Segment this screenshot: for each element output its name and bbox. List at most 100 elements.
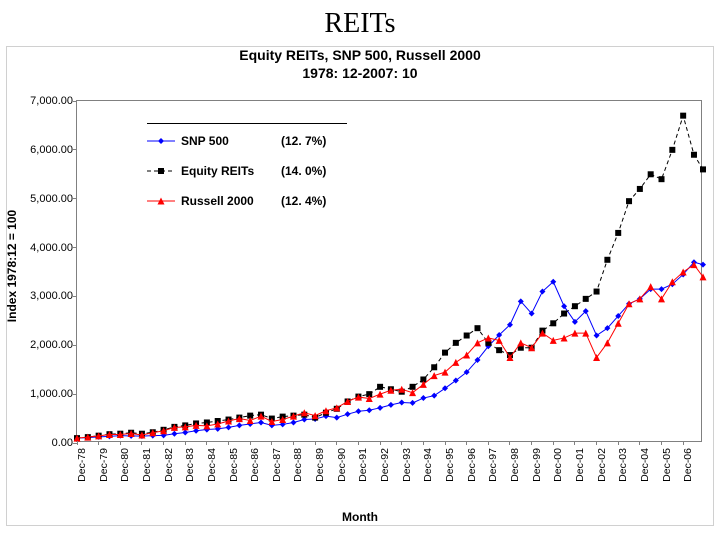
x-tickmark	[661, 441, 662, 445]
series-marker	[377, 391, 384, 398]
series-marker	[700, 166, 706, 172]
series-marker	[236, 422, 242, 428]
x-tickmark	[336, 441, 337, 445]
x-tickmark	[531, 441, 532, 445]
series-marker	[561, 303, 567, 309]
series-marker	[691, 152, 697, 158]
series-marker	[700, 262, 706, 268]
x-tickmark	[509, 441, 510, 445]
series-marker	[410, 384, 416, 390]
x-tickmark	[683, 441, 684, 445]
x-tickmark	[423, 441, 424, 445]
x-tickmark	[596, 441, 597, 445]
legend-row: Equity REITs(14. 0%)	[147, 163, 326, 179]
series-marker	[647, 283, 654, 290]
series-marker	[431, 364, 437, 370]
series-marker	[431, 393, 437, 399]
series-marker	[171, 431, 177, 437]
x-tick-label: Dec-81	[141, 448, 153, 482]
x-tickmark	[358, 441, 359, 445]
series-marker	[431, 372, 438, 379]
x-tickmark	[315, 441, 316, 445]
x-tick-label: Dec-82	[163, 448, 175, 482]
x-tick-label: Dec-05	[661, 448, 673, 482]
x-tickmark	[401, 441, 402, 445]
legend-series-value: (12. 7%)	[281, 134, 326, 148]
x-tick-label: Dec-04	[639, 448, 651, 482]
x-tick-label: Dec-86	[249, 448, 261, 482]
series-marker	[637, 186, 643, 192]
series-marker	[452, 359, 459, 366]
x-tickmark	[206, 441, 207, 445]
legend-swatch	[147, 166, 175, 176]
series-marker	[474, 325, 480, 331]
x-tick-label: Dec-93	[401, 448, 413, 482]
x-tick-label: Dec-80	[119, 448, 131, 482]
legend-underline	[147, 123, 347, 124]
series-marker	[604, 339, 611, 346]
x-tickmark	[553, 441, 554, 445]
x-tick-label: Dec-88	[292, 448, 304, 482]
legend-series-name: SNP 500	[181, 134, 281, 148]
x-tickmark	[163, 441, 164, 445]
chart-title-line1: Equity REITs, SNP 500, Russell 2000	[239, 47, 480, 63]
x-tickmark	[488, 441, 489, 445]
series-line	[77, 265, 703, 438]
y-tick-label: 1,000.00	[30, 388, 77, 400]
series-marker	[377, 384, 383, 390]
legend-series-name: Equity REITs	[181, 164, 281, 178]
x-tick-label: Dec-02	[596, 448, 608, 482]
series-marker	[615, 230, 621, 236]
series-marker	[669, 147, 675, 153]
x-tick-label: Dec-03	[617, 448, 629, 482]
y-tick-label: 0.00	[52, 437, 77, 449]
x-tickmark	[185, 441, 186, 445]
series-marker	[453, 340, 459, 346]
plot-area: SNP 500(12. 7%)Equity REITs(14. 0%)Russe…	[76, 100, 702, 442]
series-marker	[604, 257, 610, 263]
x-tickmark	[445, 441, 446, 445]
series-marker	[377, 405, 383, 411]
series-marker	[572, 303, 578, 309]
x-tickmark	[98, 441, 99, 445]
series-marker	[182, 429, 188, 435]
series-marker	[410, 400, 416, 406]
series-marker	[550, 337, 557, 344]
legend-swatch	[147, 196, 175, 206]
x-tickmark	[271, 441, 272, 445]
x-tick-label: Dec-89	[314, 448, 326, 482]
x-tick-label: Dec-91	[357, 448, 369, 482]
x-tickmark	[618, 441, 619, 445]
x-tickmark	[228, 441, 229, 445]
series-marker	[355, 408, 361, 414]
y-tick-label: 7,000.00	[30, 95, 77, 107]
page-title: REITs	[0, 8, 720, 40]
series-marker	[442, 350, 448, 356]
series-marker	[659, 286, 665, 292]
x-tickmark	[250, 441, 251, 445]
series-marker	[290, 419, 296, 425]
x-tick-label: Dec-79	[98, 448, 110, 482]
series-marker	[474, 339, 481, 346]
series-marker	[258, 419, 264, 425]
x-tickmark	[639, 441, 640, 445]
x-ticks: Dec-78Dec-79Dec-80Dec-81Dec-82Dec-83Dec-…	[76, 448, 702, 508]
x-tickmark	[120, 441, 121, 445]
series-marker	[485, 334, 492, 341]
x-tick-label: Dec-85	[228, 448, 240, 482]
series-marker	[399, 399, 405, 405]
legend-series-value: (12. 4%)	[281, 194, 326, 208]
chart-title: Equity REITs, SNP 500, Russell 2000 1978…	[6, 46, 714, 82]
legend-row: SNP 500(12. 7%)	[147, 133, 326, 149]
series-marker	[594, 289, 600, 295]
x-tick-label: Dec-84	[206, 448, 218, 482]
series-marker	[496, 347, 502, 353]
series-marker	[561, 334, 568, 341]
plot-svg	[77, 101, 703, 443]
series-marker	[388, 402, 394, 408]
series-marker	[334, 415, 340, 421]
x-tick-label: Dec-99	[531, 448, 543, 482]
y-axis-label: Index 1978:12 = 100	[5, 210, 19, 322]
series-marker	[659, 176, 665, 182]
x-tickmark	[574, 441, 575, 445]
